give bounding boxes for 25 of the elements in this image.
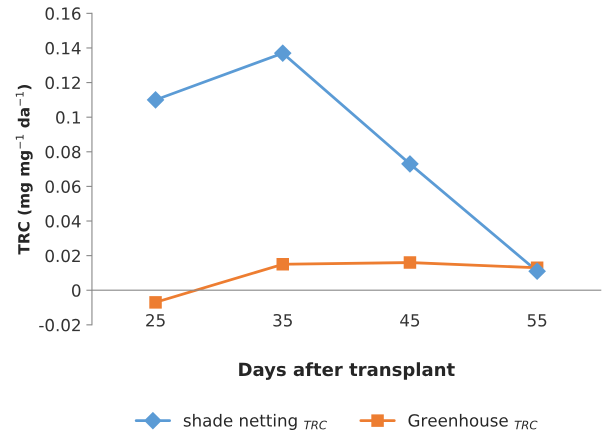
point [276,258,289,271]
y-tick-label: 0.08 [46,146,80,158]
y-tick-label: 0.04 [46,214,81,228]
y-tick-label: 0.06 [46,180,80,193]
point [146,91,164,108]
point [404,256,416,269]
x-tick-label: 25 [146,314,165,327]
y-axis-title: TRC (mg mg$^{−1}$ da$^{−1}$) [16,84,33,255]
legend-label: Greenhouse $_{TRC}$ [408,414,538,430]
y-tick-label: 0 [72,284,80,297]
y-tick-label: -0.02 [39,318,80,332]
x-tick-label: 55 [528,314,546,327]
legend-label: shade netting $_{TRC}$ [184,414,327,430]
point [528,262,546,280]
x-axis-title: Days after transplant [239,362,455,380]
y-tick-label: 0.16 [46,7,80,20]
point [401,155,418,172]
x-tick-label: 45 [400,314,420,327]
y-tick-label: 0.02 [46,250,80,262]
point [274,44,292,62]
y-tick-label: 0.12 [46,76,80,90]
y-tick-label: 0.1 [56,111,80,124]
point [149,296,162,309]
y-tick-label: 0.14 [46,42,81,55]
x-tick-label: 35 [273,314,292,327]
